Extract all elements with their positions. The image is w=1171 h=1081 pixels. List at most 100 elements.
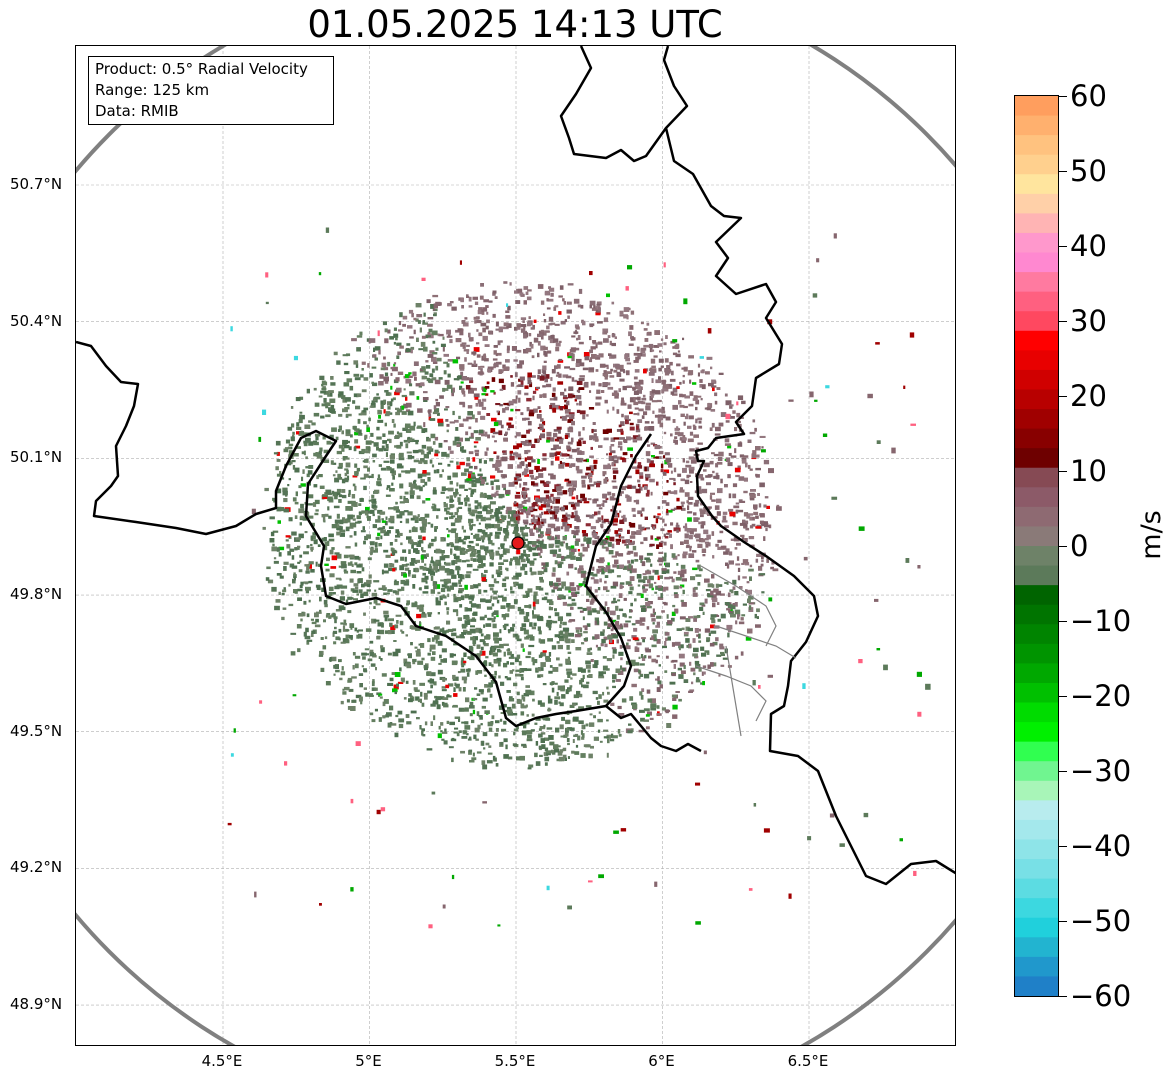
velocity-echo-pixel [678,698,682,702]
velocity-echo-pixel [469,338,473,342]
velocity-echo-pixel [463,652,467,657]
velocity-echo-pixel [509,561,513,566]
velocity-echo-pixel [582,607,587,611]
velocity-echo-pixel [682,458,685,463]
velocity-echo-pixel [643,673,650,679]
velocity-echo-pixel [695,406,698,411]
velocity-echo-pixel [634,407,639,410]
velocity-echo-pixel [550,460,554,466]
velocity-echo-pixel [511,577,516,580]
velocity-echo-pixel [688,403,694,407]
velocity-echo-pixel [655,678,659,681]
velocity-echo-pixel [747,464,751,469]
velocity-echo-pixel [531,375,536,378]
velocity-echo-pixel [441,738,445,741]
velocity-echo-pixel [762,521,768,525]
velocity-echo-pixel [606,658,612,662]
velocity-echo-pixel [491,435,495,438]
velocity-echo-pixel [646,333,652,336]
velocity-echo-pixel [587,543,590,549]
velocity-echo-pixel [290,406,294,409]
velocity-echo-pixel [367,557,372,561]
velocity-echo-pixel [612,497,617,501]
velocity-echo-pixel [332,632,335,637]
velocity-echo-pixel [384,413,390,417]
velocity-echo-pixel [537,459,540,464]
velocity-echo-pixel [483,546,489,552]
velocity-echo-pixel [676,522,679,526]
velocity-echo-pixel [618,593,623,598]
velocity-echo-pixel [469,705,475,709]
velocity-echo-pixel [472,752,475,757]
velocity-echo-pixel [741,400,746,405]
velocity-echo-pixel [366,427,370,432]
velocity-echo-pixel [353,583,359,587]
radar-map-panel[interactable] [75,45,956,1046]
velocity-echo-pixel [417,660,424,665]
velocity-echo-pixel [380,529,386,534]
velocity-echo-pixel [748,595,754,600]
velocity-echo-pixel [726,624,733,630]
velocity-echo-pixel [450,548,453,553]
velocity-echo-pixel [612,523,618,526]
velocity-echo-pixel [492,590,498,593]
velocity-echo-pixel [462,709,467,712]
velocity-echo-pixel [503,281,508,284]
velocity-echo-pixel [349,385,354,391]
velocity-echo-pixel [310,543,313,547]
velocity-echo-pixel [659,422,664,428]
velocity-echo-pixel [509,456,515,461]
velocity-echo-pixel [641,688,645,692]
velocity-echo-pixel [749,592,752,595]
velocity-echo-pixel [710,590,714,596]
velocity-echo-pixel [628,591,633,595]
velocity-echo-pixel [597,700,600,705]
velocity-echo-pixel [429,418,436,421]
velocity-echo-pixel [477,555,482,559]
velocity-echo-pixel [396,342,402,346]
velocity-echo-pixel [616,639,619,644]
velocity-echo-pixel [542,370,547,375]
velocity-echo-pixel [461,376,467,381]
velocity-echo-pixel [530,518,537,523]
velocity-echo-pixel [632,435,639,440]
velocity-echo-pixel [598,671,604,677]
velocity-echo-pixel [568,352,574,357]
velocity-echo-pixel [636,346,640,352]
velocity-echo-pixel [410,558,416,563]
velocity-echo-pixel [536,541,543,544]
velocity-echo-pixel [474,552,477,555]
velocity-echo-pixel [380,645,384,649]
velocity-echo-pixel [582,625,587,628]
radar-map-canvas[interactable] [76,46,956,1046]
velocity-echo-pixel [638,524,642,530]
velocity-echo-pixel [432,411,439,415]
velocity-echo-pixel [553,396,558,401]
velocity-echo-pixel [381,622,384,628]
velocity-echo-pixel [324,513,329,517]
velocity-echo-pixel [611,456,615,461]
velocity-echo-pixel [475,514,482,519]
velocity-echo-pixel [342,456,348,459]
velocity-echo-pixel [607,635,613,640]
velocity-echo-pixel [648,671,654,675]
velocity-echo-pixel [302,469,305,474]
velocity-echo-pixel [643,485,648,490]
velocity-echo-pixel [709,642,715,647]
velocity-echo-pixel [595,356,601,360]
velocity-echo-pixel [627,560,631,564]
velocity-echo-pixel [335,609,342,612]
velocity-echo-pixel [657,416,664,421]
velocity-echo-pixel [639,663,645,666]
velocity-echo-pixel [683,525,686,529]
velocity-echo-pixel [481,539,485,543]
velocity-echo-pixel [568,632,574,637]
velocity-echo-pixel [565,719,571,725]
velocity-echo-pixel [730,607,733,612]
velocity-echo-pixel [640,513,643,517]
velocity-echo-pixel [371,504,377,509]
velocity-echo-pixel [502,505,506,509]
velocity-echo-pixel [546,307,551,310]
velocity-echo-pixel [444,508,448,512]
velocity-echo-pixel [347,679,352,683]
